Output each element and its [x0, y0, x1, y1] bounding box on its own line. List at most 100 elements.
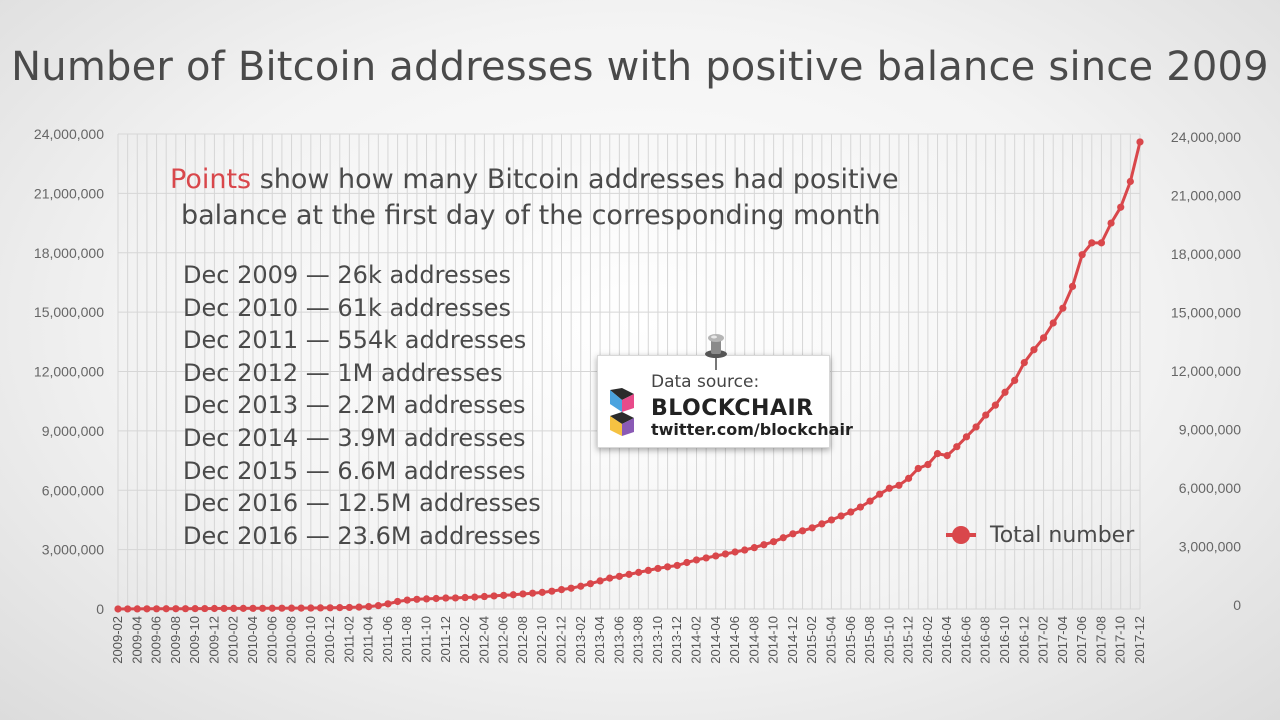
data-point — [808, 524, 816, 532]
description-line1: show how many Bitcoin addresses had posi… — [251, 164, 899, 195]
x-tick-label: 2013-12 — [669, 616, 684, 664]
y-tick-label-left: 9,000,000 — [42, 423, 104, 439]
y-axis-left: 0 3,000,000 6,000,000 9,000,000 12,000,000 15… — [34, 126, 104, 617]
data-point — [355, 603, 363, 611]
data-point — [413, 595, 421, 603]
data-point — [692, 556, 701, 564]
milestone-item: Dec 2015 — 6.6M addresses — [183, 456, 526, 485]
milestone-item: Dec 2016 — 23.6M addresses — [183, 521, 541, 550]
data-point — [451, 594, 460, 602]
data-point — [403, 596, 411, 604]
data-point — [789, 530, 797, 538]
data-point — [654, 564, 662, 573]
y-tick-label-left: 18,000,000 — [34, 245, 104, 261]
data-point — [953, 443, 961, 451]
data-point — [124, 605, 132, 613]
y-tick-label-left: 15,000,000 — [34, 304, 104, 320]
y-tick-label-right: 24,000,000 — [1171, 129, 1241, 145]
y-tick-label-left: 0 — [96, 601, 104, 617]
data-point — [220, 604, 228, 613]
data-point — [1059, 304, 1067, 312]
x-tick-label: 2017-02 — [1036, 616, 1051, 664]
data-point — [683, 558, 691, 567]
data-point — [519, 590, 527, 598]
data-point — [326, 604, 334, 612]
data-point — [114, 605, 122, 613]
data-point — [866, 497, 874, 505]
data-point — [1030, 346, 1038, 354]
data-point — [1011, 376, 1019, 385]
milestone-item: Dec 2014 — 3.9M addresses — [183, 423, 526, 452]
x-tick-label: 2010-12 — [322, 616, 337, 664]
y-tick-label-right: 0 — [1233, 597, 1241, 613]
data-point — [712, 552, 720, 560]
data-point — [750, 544, 758, 552]
y-tick-label-left: 21,000,000 — [34, 185, 104, 201]
y-tick-label-right: 21,000,000 — [1171, 188, 1241, 204]
x-tick-label: 2011-04 — [361, 616, 376, 663]
y-tick-label-right: 6,000,000 — [1179, 480, 1241, 496]
y-tick-label-right: 9,000,000 — [1179, 422, 1241, 438]
x-tick-label: 2014-06 — [727, 616, 742, 664]
data-point — [471, 593, 479, 601]
data-point — [230, 604, 238, 613]
data-point — [827, 516, 836, 524]
x-tick-label: 2012-12 — [554, 616, 569, 664]
blockchair-handle: twitter.com/blockchair — [651, 420, 853, 439]
x-tick-label: 2016-12 — [1016, 616, 1031, 664]
x-tick-label: 2010-06 — [264, 616, 279, 664]
data-point — [924, 460, 932, 469]
data-point — [297, 604, 305, 612]
data-point — [702, 554, 710, 562]
pushpin-icon — [705, 334, 727, 370]
data-point — [509, 591, 517, 599]
data-point — [191, 605, 199, 613]
data-point — [837, 512, 845, 520]
x-tick-label: 2014-02 — [688, 616, 703, 664]
data-point — [905, 474, 913, 482]
gridlines — [117, 133, 1141, 610]
x-tick-label: 2017-12 — [1132, 616, 1147, 664]
x-tick-label: 2013-04 — [592, 616, 607, 664]
data-point — [847, 508, 855, 516]
data-point — [586, 580, 595, 588]
description-line2: balance at the first day of the correspo… — [181, 200, 881, 231]
data-point — [365, 603, 373, 611]
data-point — [731, 548, 739, 556]
x-tick-label: 2017-10 — [1113, 616, 1128, 664]
data-point — [152, 605, 161, 613]
x-tick-label: 2013-08 — [631, 616, 646, 664]
description: Points show how many Bitcoin addresses h… — [170, 162, 899, 234]
x-axis: 2009-02 2009-04 2009-06 2009-08 2009-10 2009-… — [110, 616, 1147, 664]
data-point — [779, 534, 787, 542]
data-point — [239, 604, 247, 612]
x-tick-label: 2009-02 — [110, 616, 125, 664]
legend-marker-icon — [946, 520, 976, 550]
data-point — [133, 605, 141, 613]
data-point — [895, 481, 903, 489]
data-point — [1020, 358, 1028, 367]
data-point — [798, 527, 807, 535]
data-point — [606, 574, 614, 582]
x-tick-label: 2010-04 — [245, 616, 260, 664]
data-point — [962, 433, 971, 441]
data-point — [991, 401, 999, 409]
y-tick-label-right: 18,000,000 — [1171, 246, 1241, 262]
data-point — [856, 503, 864, 511]
x-tick-label: 2016-10 — [997, 616, 1012, 664]
x-tick-label: 2009-06 — [149, 616, 164, 664]
data-point — [432, 594, 440, 603]
x-tick-label: 2012-08 — [515, 616, 530, 664]
data-point — [567, 584, 575, 592]
data-point — [615, 572, 623, 580]
x-tick-label: 2011-10 — [419, 616, 434, 663]
data-point — [1001, 388, 1009, 396]
x-tick-label: 2015-10 — [881, 616, 896, 664]
data-point — [528, 589, 537, 597]
x-tick-label: 2012-06 — [496, 616, 511, 664]
data-point — [625, 570, 633, 578]
data-point — [181, 605, 190, 613]
blockchair-brand: BLOCKCHAIR — [651, 396, 814, 421]
data-point — [760, 541, 768, 549]
x-tick-label: 2014-12 — [785, 616, 800, 664]
